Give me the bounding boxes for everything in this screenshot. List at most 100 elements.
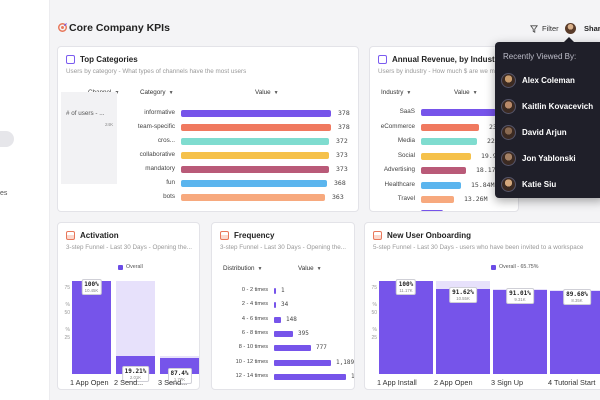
- sidebar-active-pill[interactable]: [0, 131, 14, 147]
- industry-bar[interactable]: [421, 152, 471, 160]
- category-value-label: 373: [336, 165, 348, 173]
- industry-label: Media: [397, 137, 415, 144]
- card-title: New User Onboarding: [387, 231, 472, 240]
- top-categories-card[interactable]: Top Categories Users by category - What …: [57, 46, 359, 212]
- funnel-step-label: 3 Send...: [158, 378, 188, 387]
- value-dropdown[interactable]: Value ▼: [298, 265, 322, 272]
- funnel-value-bubble: 87.4% 1.77K: [167, 368, 192, 384]
- funnel-value-bubble: 19.21% 2.01K: [121, 366, 150, 382]
- category-bar[interactable]: [181, 166, 329, 173]
- category-label: mandatory: [145, 165, 175, 172]
- funnel-step-label: 2 App Open: [434, 378, 473, 387]
- industry-bar[interactable]: [421, 138, 477, 145]
- viewer-row[interactable]: Kaitlin Kovacevich: [501, 99, 593, 114]
- funnel-step-bar[interactable]: [379, 281, 433, 374]
- category-label: informative: [144, 109, 175, 116]
- funnel-icon: [373, 231, 382, 240]
- category-bar[interactable]: [181, 152, 329, 159]
- funnel-value-label: 91.62%: [452, 289, 474, 296]
- chevron-down-icon: ▼: [472, 89, 478, 96]
- distribution-bar[interactable]: [274, 316, 281, 323]
- category-dropdown-label: Category: [140, 89, 166, 96]
- value-dropdown[interactable]: Value ▼: [255, 89, 279, 96]
- industry-bar[interactable]: [421, 123, 479, 131]
- chevron-down-icon: ▼: [316, 265, 322, 272]
- sidebar-item-label[interactable]: es: [0, 190, 8, 197]
- industry-dropdown[interactable]: Industry ▼: [381, 89, 411, 96]
- industry-bar[interactable]: [421, 196, 454, 203]
- distribution-bucket-label: 12 - 14 times: [235, 372, 268, 379]
- viewer-row[interactable]: Alex Coleman: [501, 73, 575, 88]
- viewer-row[interactable]: David Arjun: [501, 125, 567, 140]
- viewer-row[interactable]: Jon Yablonski: [501, 151, 576, 166]
- funnel-step-bar[interactable]: [72, 281, 111, 374]
- filter-icon: [530, 24, 538, 33]
- viewer-name: Katie Siu: [522, 180, 557, 189]
- legend-label: Overall - 65.75%: [499, 264, 539, 270]
- popup-arrow: [563, 37, 575, 43]
- funnel-count-label: 10.45K: [84, 288, 99, 293]
- distribution-bucket-label: 10 - 12 times: [235, 358, 268, 365]
- category-label: collaborative: [139, 151, 175, 158]
- category-bar[interactable]: [181, 110, 331, 117]
- chevron-down-icon: ▼: [406, 89, 412, 96]
- viewer-avatar: [501, 125, 516, 140]
- distribution-bar[interactable]: [274, 373, 346, 380]
- distribution-bar[interactable]: [274, 359, 331, 366]
- filter-button[interactable]: Filter: [530, 24, 559, 33]
- card-title: Frequency: [234, 231, 275, 240]
- funnel-step-bar[interactable]: [493, 290, 547, 374]
- distribution-bar[interactable]: [274, 288, 276, 294]
- current-user-avatar[interactable]: [565, 23, 576, 34]
- viewer-row[interactable]: Katie Siu: [501, 177, 556, 192]
- industry-label: eCommerce: [380, 122, 415, 130]
- kpi-target-icon: [58, 23, 67, 32]
- viewer-avatar: [501, 151, 516, 166]
- distribution-dropdown-label: Distribution: [223, 265, 255, 272]
- funnel-step-label: 1 App Install: [377, 378, 417, 387]
- viewer-name: Jon Yablonski: [522, 154, 576, 163]
- category-label: fun: [166, 179, 175, 186]
- industry-bar[interactable]: [421, 181, 461, 189]
- funnel-step-bar[interactable]: [436, 289, 490, 374]
- value-dropdown[interactable]: Value ▼: [454, 89, 478, 96]
- y-axis-tick: %: [372, 327, 377, 333]
- activation-card[interactable]: Activation 3-step Funnel - Last 30 Days …: [57, 222, 200, 390]
- card-subtitle: Users by industry - How much $ are we ma…: [378, 68, 504, 75]
- funnel-step-label: 4 Tutorial Start: [548, 378, 596, 387]
- funnel-value-label: 19.21%: [124, 368, 147, 375]
- category-value-label: 363: [332, 193, 344, 201]
- industry-bar[interactable]: [421, 109, 496, 116]
- industry-label: Healthcare: [384, 180, 415, 188]
- industry-value-label: 18.17M: [476, 166, 500, 174]
- distribution-bar[interactable]: [274, 330, 293, 337]
- funnel-value-bubble: 91.62% 10.55K: [449, 287, 477, 303]
- viewer-name: Kaitlin Kovacevich: [522, 102, 594, 111]
- category-bar[interactable]: [181, 180, 327, 187]
- industry-label: SaaS: [399, 108, 415, 115]
- industry-bar[interactable]: [421, 167, 466, 174]
- viewer-name: David Arjun: [522, 128, 567, 137]
- category-bar[interactable]: [181, 194, 325, 201]
- distribution-dropdown[interactable]: Distribution ▼: [223, 265, 262, 272]
- distribution-bar[interactable]: [274, 302, 276, 309]
- funnel-value-label: 100%: [84, 281, 99, 288]
- chevron-down-icon: ▼: [168, 89, 174, 96]
- chart-legend: Overall: [118, 264, 143, 270]
- distribution-bucket-label: 8 - 10 times: [238, 344, 268, 351]
- filter-label: Filter: [542, 24, 559, 33]
- funnel-icon: [66, 231, 75, 240]
- distribution-bucket-label: 6 - 8 times: [241, 329, 268, 336]
- funnel-value-bubble: 91.01% 9.31K: [506, 288, 534, 304]
- segment-sublabel: 24K: [105, 122, 114, 127]
- distribution-bar[interactable]: [274, 345, 311, 352]
- onboarding-card[interactable]: New User Onboarding 5-step Funnel - Last…: [364, 222, 600, 390]
- category-dropdown[interactable]: Category ▼: [140, 89, 174, 96]
- category-bar[interactable]: [181, 124, 331, 131]
- share-button[interactable]: Share: [584, 24, 600, 33]
- frequency-card[interactable]: Frequency 3-step Funnel - Last 30 Days -…: [211, 222, 355, 390]
- distribution-value-label: 1,189: [336, 358, 355, 366]
- funnel-value-label: 87.4%: [170, 370, 189, 377]
- funnel-count-label: 8.35K: [571, 298, 583, 303]
- category-bar[interactable]: [181, 138, 329, 145]
